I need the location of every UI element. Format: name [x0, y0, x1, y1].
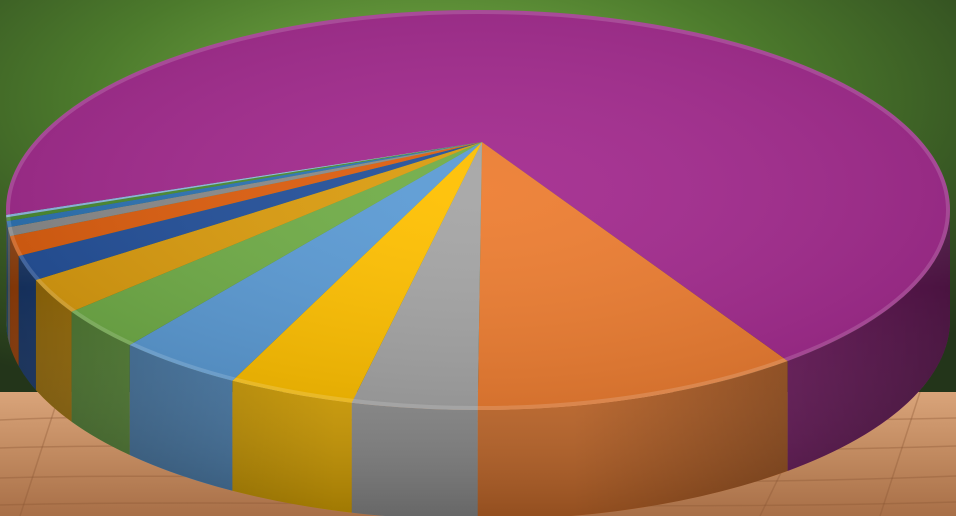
top-shading — [6, 10, 950, 410]
top-rim-highlight — [6, 10, 950, 410]
side-shade-1 — [6, 210, 950, 516]
pie-top-face — [5, 9, 950, 410]
pie-side-shading — [6, 210, 950, 516]
